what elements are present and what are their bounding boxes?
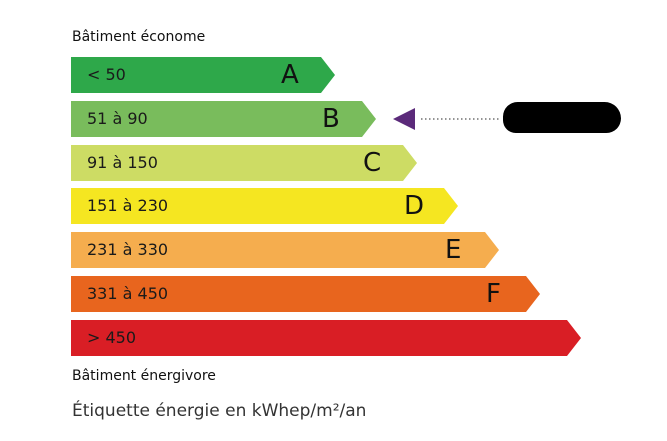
current-class-marker (393, 108, 501, 130)
class-range: 91 à 150 (87, 153, 158, 172)
class-bar-b: 51 à 90 B (71, 101, 376, 137)
bar-shape (71, 320, 581, 356)
bottom-label: Bâtiment énergivore (72, 368, 216, 384)
bar-shape (71, 232, 499, 268)
class-letter: A (281, 60, 299, 90)
class-letter: E (445, 235, 462, 265)
class-bar-e: 231 à 330 E (71, 232, 499, 268)
bar-shape (71, 145, 417, 181)
marker-arrow-icon (393, 108, 415, 130)
bar-shape (71, 276, 540, 312)
class-bar-d: 151 à 230 D (71, 188, 458, 224)
class-letter: D (404, 191, 425, 221)
class-range: < 50 (87, 65, 126, 84)
class-letter: C (363, 148, 382, 178)
class-range: 151 à 230 (87, 196, 169, 215)
class-bar-c: 91 à 150 C (71, 145, 417, 181)
top-label: Bâtiment économe (72, 29, 206, 45)
class-letter: B (322, 104, 340, 134)
bar-shape (71, 188, 458, 224)
class-range: 231 à 330 (87, 240, 169, 259)
caption: Étiquette énergie en kWhep/m²/an (72, 401, 367, 421)
class-range: 51 à 90 (87, 109, 148, 128)
class-letter: F (486, 279, 501, 309)
bar-shape (71, 57, 335, 93)
class-bar-a: < 50 A (71, 57, 335, 93)
bar-shape (71, 101, 376, 137)
redacted-value (503, 102, 621, 133)
class-range: 331 à 450 (87, 284, 169, 303)
class-bar-g: > 450 (71, 320, 581, 356)
class-range: > 450 (87, 328, 137, 347)
class-bar-f: 331 à 450 F (71, 276, 540, 312)
